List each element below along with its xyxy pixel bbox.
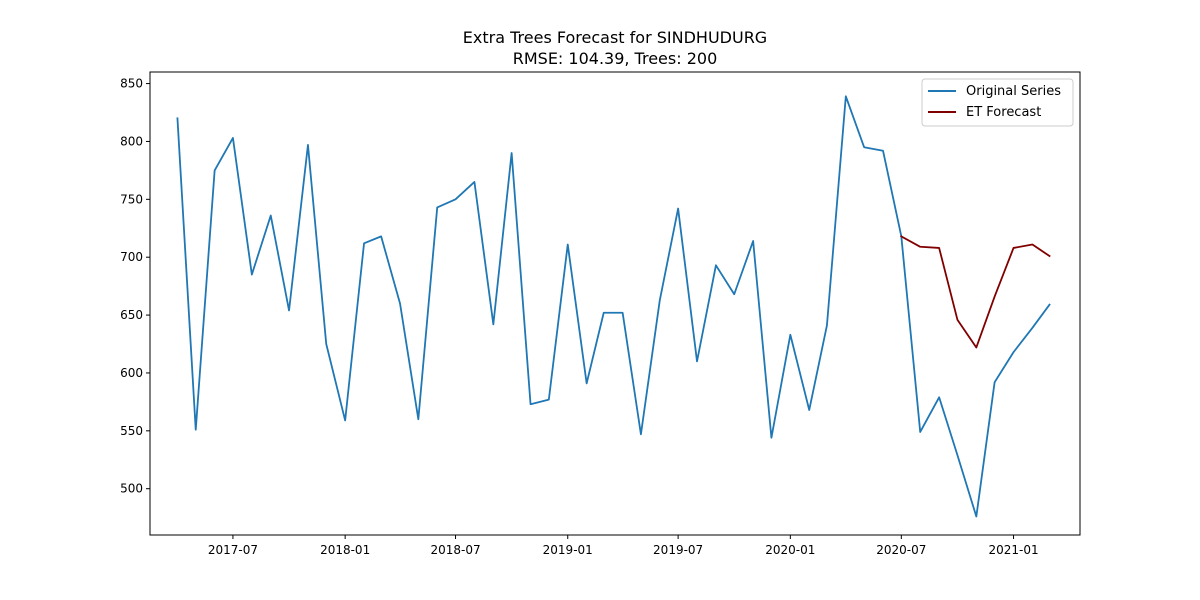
y-tick-label: 600 bbox=[120, 366, 143, 380]
x-tick-label: 2019-07 bbox=[653, 543, 703, 557]
y-tick-label: 800 bbox=[120, 134, 143, 148]
x-tick-label: 2017-07 bbox=[208, 543, 258, 557]
x-tick-label: 2018-01 bbox=[320, 543, 370, 557]
chart-title: Extra Trees Forecast for SINDHUDURG bbox=[463, 28, 767, 47]
y-tick-label: 700 bbox=[120, 250, 143, 264]
y-tick-label: 750 bbox=[120, 192, 143, 206]
legend: Original Series ET Forecast bbox=[921, 78, 1074, 127]
plot-frame bbox=[149, 71, 1081, 536]
series-line-forecast bbox=[900, 235, 1051, 349]
x-tick-label: 2021-01 bbox=[988, 543, 1038, 557]
x-tick-label: 2018-07 bbox=[430, 543, 480, 557]
y-tick-label: 550 bbox=[120, 424, 143, 438]
legend-label-original: Original Series bbox=[966, 84, 1061, 99]
legend-box bbox=[921, 78, 1074, 127]
x-tick-label: 2020-07 bbox=[876, 543, 926, 557]
series-line-original bbox=[176, 95, 1051, 518]
y-tick-label: 850 bbox=[120, 77, 143, 91]
chart-subtitle: RMSE: 104.39, Trees: 200 bbox=[513, 49, 718, 68]
y-tick-label: 500 bbox=[120, 482, 143, 496]
series-layer bbox=[176, 95, 1051, 518]
y-tick-label: 650 bbox=[120, 308, 143, 322]
x-tick-label: 2020-01 bbox=[765, 543, 815, 557]
legend-label-forecast: ET Forecast bbox=[966, 105, 1041, 120]
x-tick-label: 2019-01 bbox=[543, 543, 593, 557]
axes-layer: 500 550 600 650 700 750 800 850 2017-07 2018-01 20… bbox=[120, 77, 1039, 557]
